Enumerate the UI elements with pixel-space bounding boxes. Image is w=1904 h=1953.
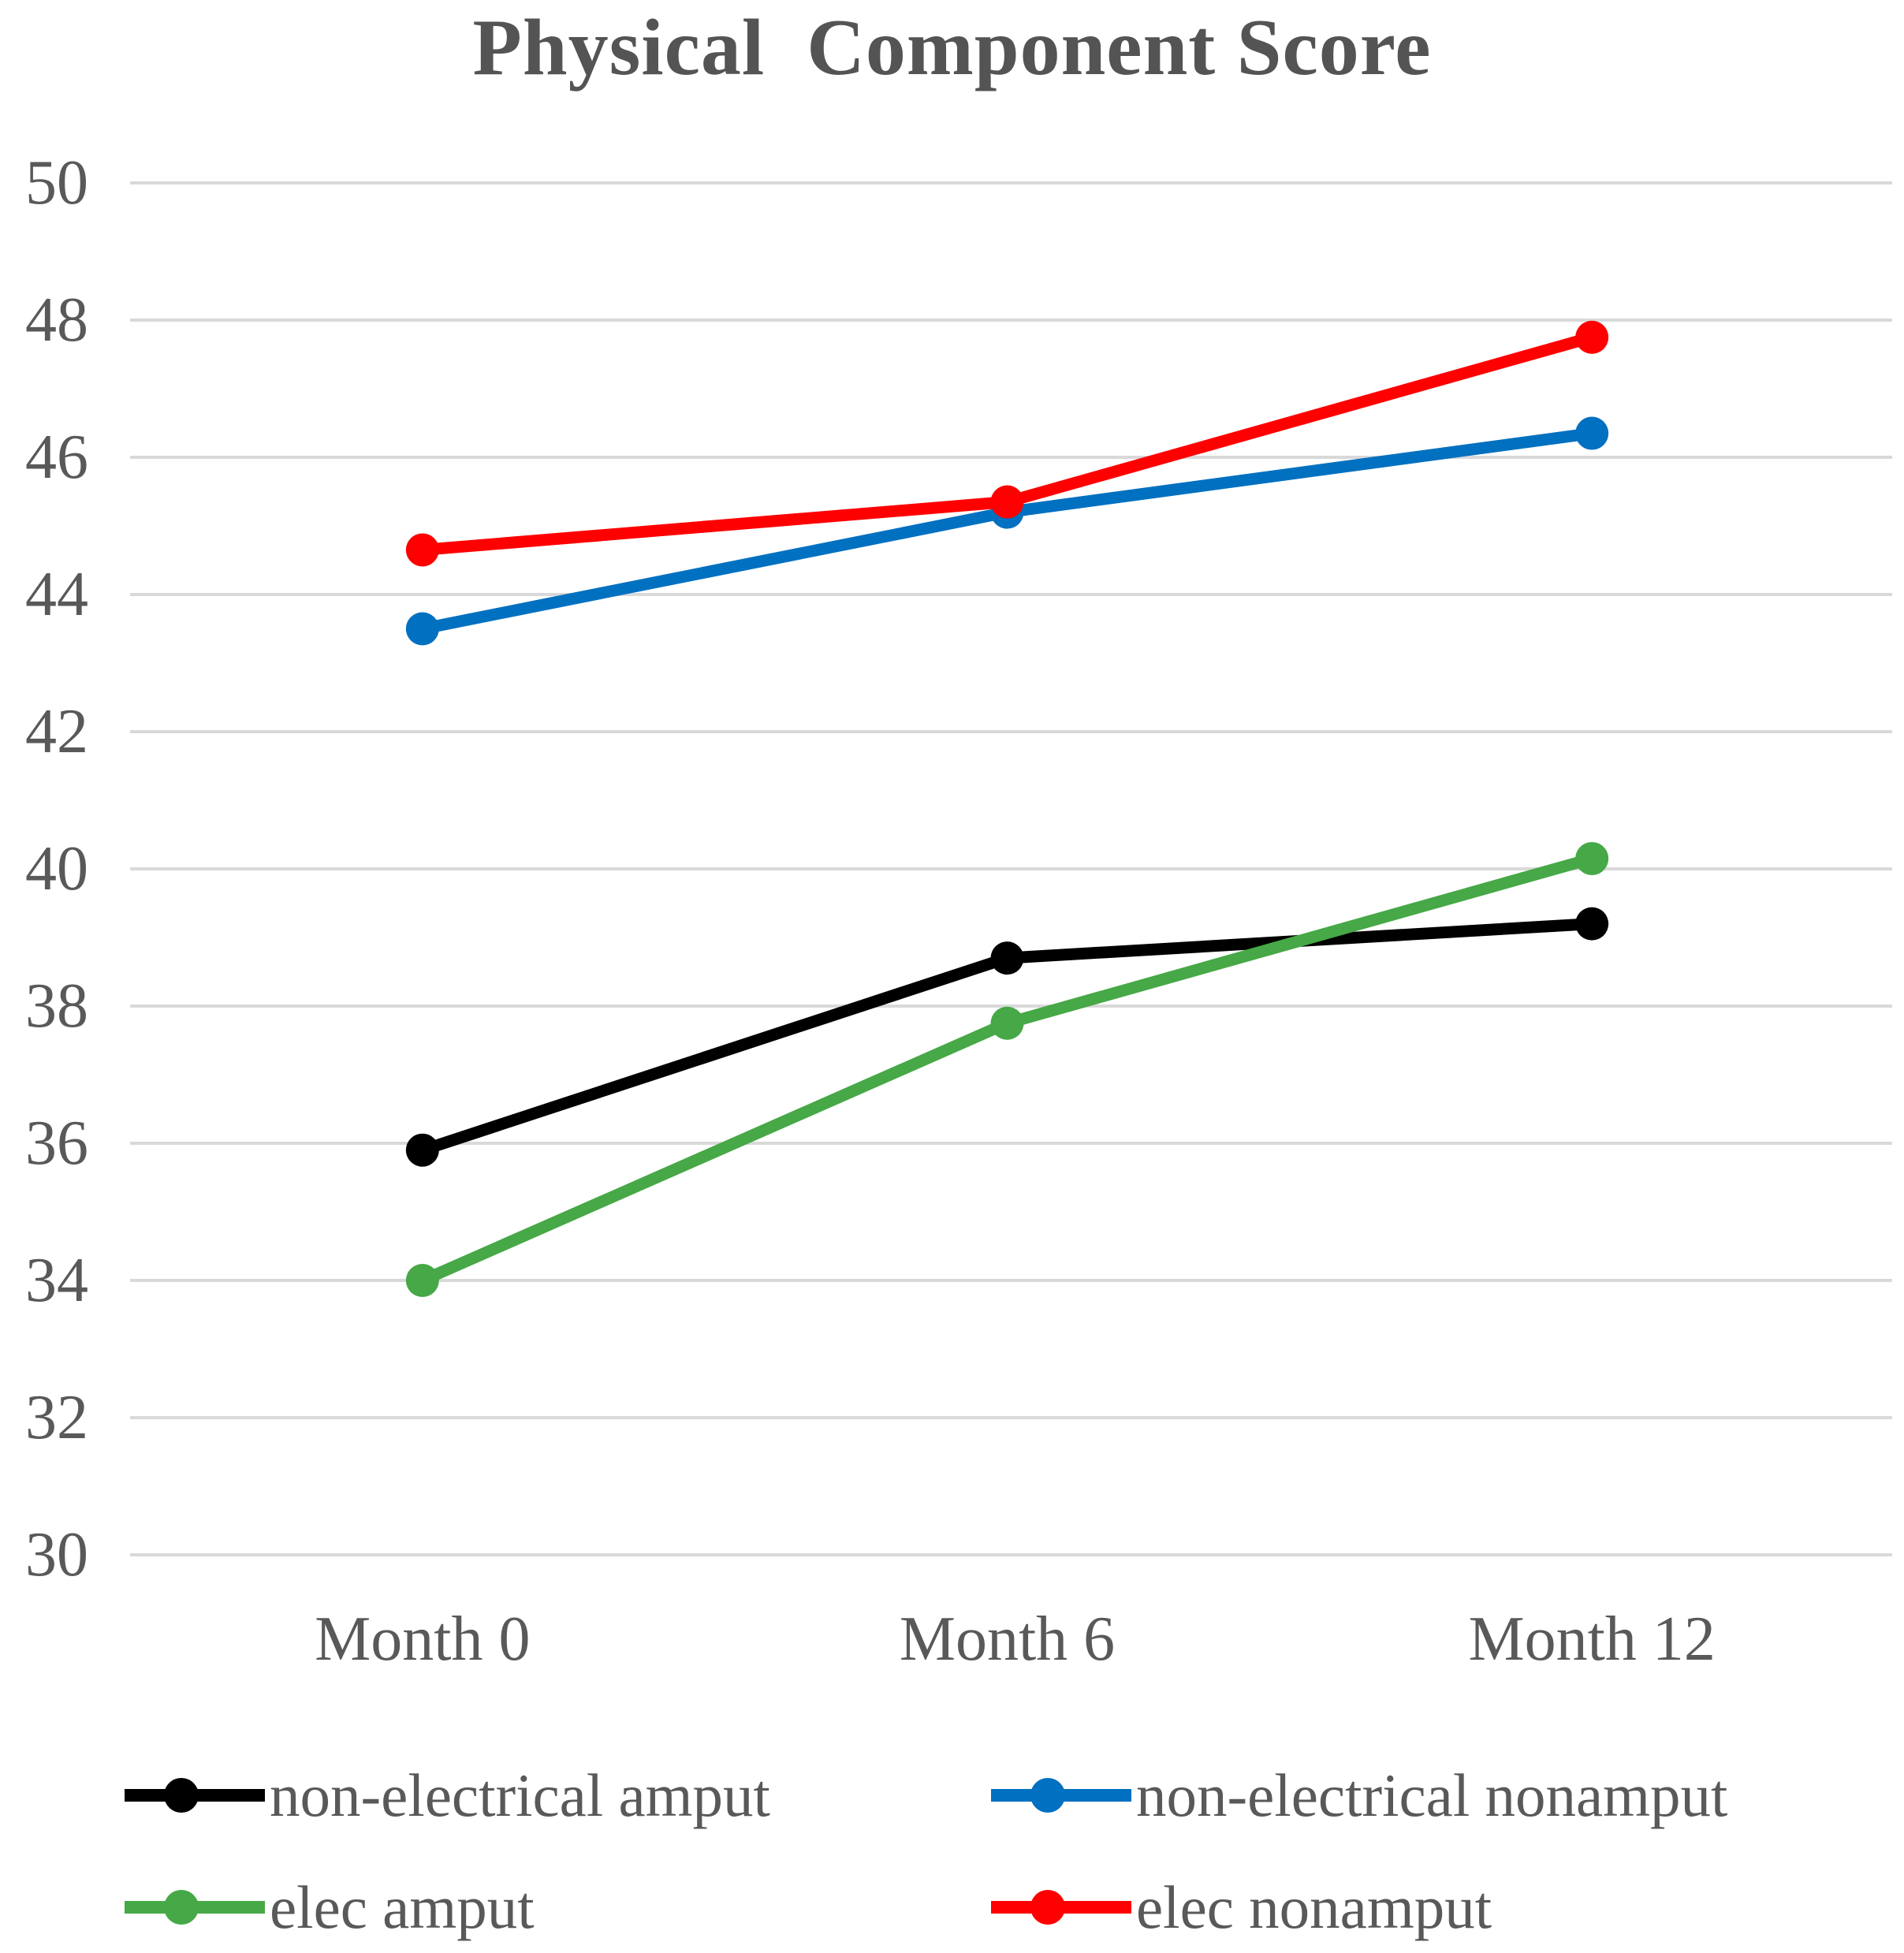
- y-tick-label: 42: [25, 697, 88, 766]
- legend-line-dot-marker: [125, 1778, 265, 1813]
- data-point-marker: [405, 612, 439, 646]
- data-point-marker: [405, 1264, 439, 1297]
- legend-dot-icon: [164, 1778, 199, 1813]
- y-tick-label: 40: [25, 834, 88, 904]
- y-tick-label: 46: [25, 423, 88, 492]
- legend-dot-icon: [1030, 1778, 1065, 1813]
- legend-item-elec-amput: elec amput: [125, 1872, 991, 1943]
- data-point-marker: [1575, 841, 1609, 875]
- legend-item-non-electrical-nonamput: non-electrical nonamput: [991, 1760, 1727, 1831]
- x-tick-label: Month 6: [900, 1605, 1115, 1674]
- data-point-marker: [1575, 416, 1609, 450]
- legend-label: non-electrical amput: [270, 1761, 770, 1829]
- data-point-marker: [1575, 907, 1609, 941]
- legend-dot-icon: [164, 1890, 199, 1925]
- y-tick-label: 50: [25, 148, 88, 218]
- y-tick-label: 34: [25, 1246, 88, 1315]
- chart-title: Physical Component Score: [472, 3, 1432, 92]
- data-point-marker: [990, 485, 1024, 519]
- y-tick-label: 48: [25, 285, 88, 355]
- data-point-marker: [405, 1133, 439, 1167]
- x-tick-label: Month 0: [315, 1605, 530, 1674]
- y-tick-label: 32: [25, 1383, 88, 1452]
- data-point-marker: [990, 941, 1024, 975]
- legend: non-electrical amput non-electrical nona…: [125, 1760, 1727, 1943]
- legend-item-elec-nonamput: elec nonamput: [991, 1872, 1727, 1943]
- legend-line-dot-marker: [125, 1890, 265, 1925]
- legend-label: elec nonamput: [1136, 1873, 1492, 1941]
- legend-line-dot-marker: [991, 1778, 1131, 1813]
- data-point-marker: [990, 1006, 1024, 1040]
- line-plot: 30 32 34 36 38 40 42 44 46 48 50 Month 0 Month 6 Mont…: [25, 148, 1892, 1674]
- legend-line-dot-marker: [991, 1890, 1131, 1925]
- y-tick-label: 36: [25, 1109, 88, 1178]
- legend-label: elec amput: [270, 1873, 535, 1941]
- series-line-elec-amput: [416, 852, 1598, 1287]
- data-point-marker: [1575, 320, 1609, 354]
- y-tick-label: 30: [25, 1520, 88, 1590]
- legend-dot-icon: [1030, 1890, 1065, 1925]
- legend-item-non-electrical-amput: non-electrical amput: [125, 1760, 991, 1831]
- legend-label: non-electrical nonamput: [1136, 1761, 1728, 1829]
- data-point-marker: [405, 533, 439, 567]
- y-tick-label: 44: [25, 560, 88, 629]
- x-tick-label: Month 12: [1468, 1605, 1715, 1674]
- y-tick-label: 38: [25, 971, 88, 1041]
